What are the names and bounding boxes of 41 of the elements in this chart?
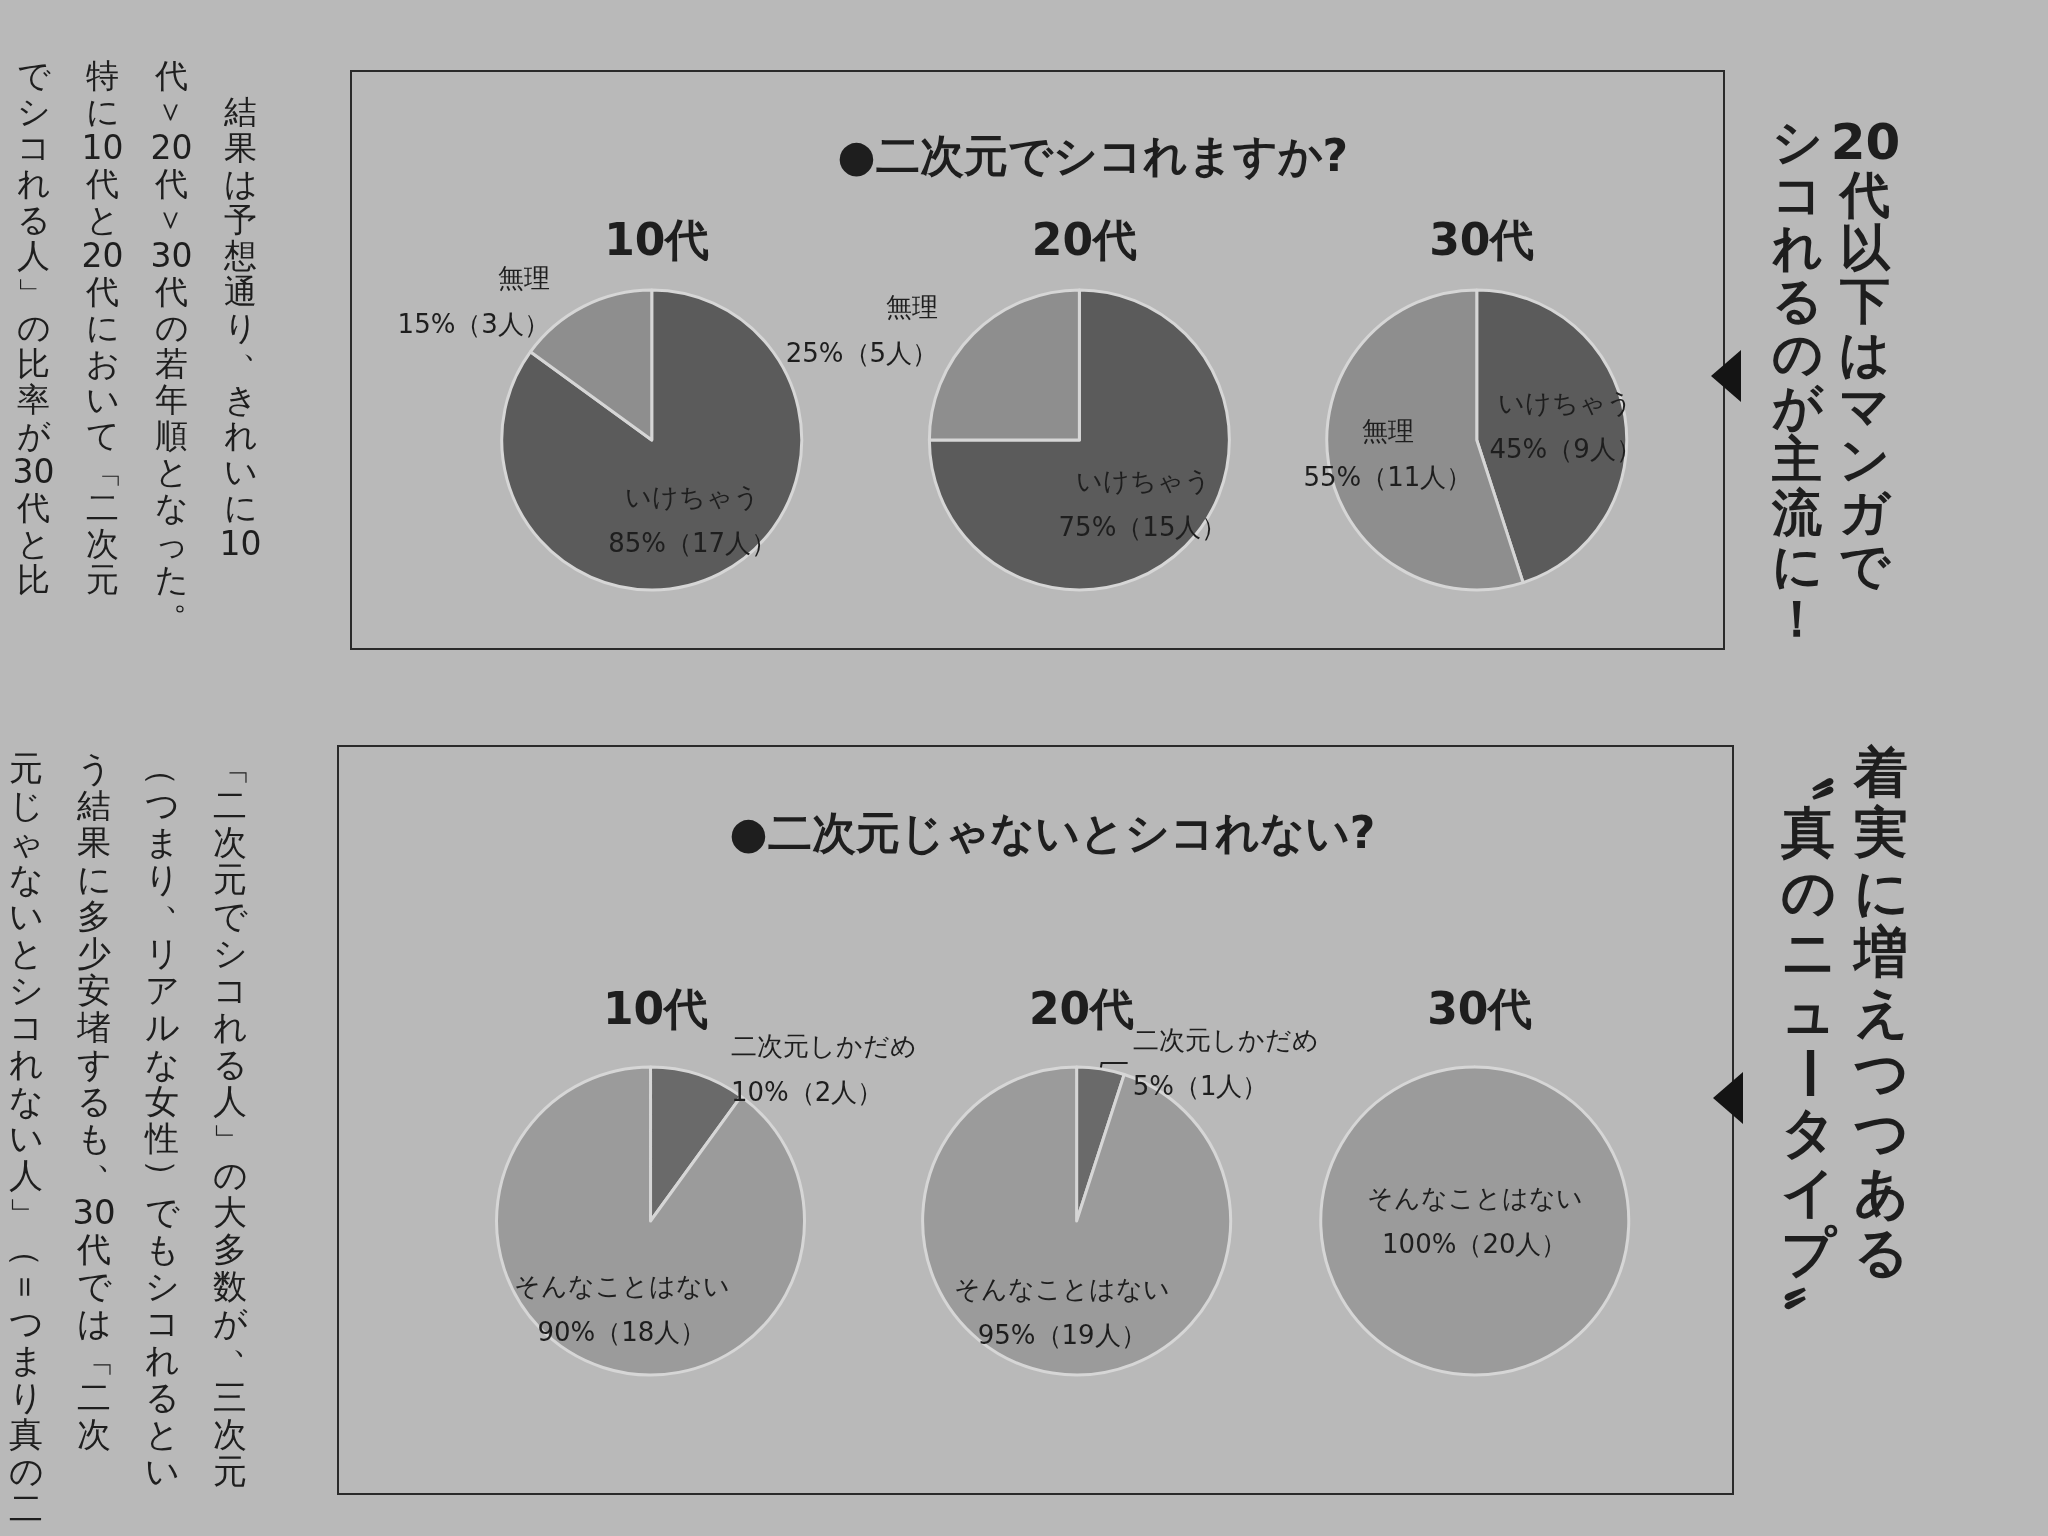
data-label: 45%（9人） bbox=[1489, 433, 1642, 464]
category-label: 二次元しかだめ bbox=[1132, 1024, 1319, 1055]
category-label: 無理 bbox=[1361, 416, 1414, 447]
category-label: そんなことはない bbox=[954, 1274, 1171, 1305]
text: 20代以下はマンガで bbox=[1830, 113, 1901, 595]
data-label: 90%（18人） bbox=[537, 1316, 707, 1347]
chart-title: ●二次元でシコれますか? bbox=[837, 129, 1349, 181]
slice-label: 10代 bbox=[602, 982, 709, 1034]
slice-label: いけちゃう bbox=[625, 482, 761, 513]
slice-label: 無理 bbox=[497, 263, 550, 293]
slice-label: そんなことはない bbox=[513, 1270, 730, 1301]
text: シコれるのが主流に！ bbox=[1771, 113, 1823, 648]
chart-title: ●二次元じゃないとシコれない? bbox=[729, 806, 1376, 858]
slice-label: 30代 bbox=[1429, 213, 1535, 265]
category-label: そんなことはない bbox=[1366, 1183, 1583, 1213]
data-label: 25%（5人） bbox=[785, 337, 939, 368]
text: 元じゃないとシコれない人」（＝つまり真の二 bbox=[6, 748, 47, 1528]
text: 着実に増えつつある bbox=[1853, 741, 1909, 1284]
slice-label: 10代 bbox=[604, 213, 710, 265]
text: 〝真のニュータイプ〟 bbox=[1777, 746, 1841, 1340]
data-label: 100%（20人） bbox=[1382, 1229, 1568, 1259]
text: 代＞20代＞30代の若年順となった。 bbox=[150, 56, 207, 617]
slice-label: 20代 bbox=[1031, 213, 1137, 265]
text: う結果に多少安堵するも、30代では「二次 bbox=[72, 748, 130, 1454]
text: でシコれる人」の比率が30代と比 bbox=[12, 56, 55, 599]
category-label: いけちゃう bbox=[1075, 465, 1211, 496]
category-label: 無理 bbox=[886, 291, 939, 322]
text: 特に10代と20代において「二次元 bbox=[81, 56, 124, 599]
text: 結果は予想通り、きれいに10 bbox=[219, 92, 276, 563]
data-label: 5%（1人） bbox=[1132, 1070, 1269, 1101]
slice-label: 30代 bbox=[1427, 982, 1533, 1034]
slice-label: 二次元しかだめ bbox=[730, 1030, 917, 1061]
data-label: 75%（15人） bbox=[1058, 511, 1228, 542]
data-label: 85%（17人） bbox=[608, 528, 778, 559]
data-label: 95%（19人） bbox=[977, 1320, 1147, 1351]
text: （つまり、リアルな女性）でもシコれるとい bbox=[142, 751, 198, 1491]
slice-label: 20代 bbox=[1029, 982, 1135, 1034]
text: 「二次元でシコれる人」の大多数が、三次元 bbox=[210, 751, 266, 1491]
data-label: 10%（2人） bbox=[730, 1076, 884, 1107]
data-label: 15%（3人） bbox=[397, 309, 550, 339]
data-label: 55%（11人） bbox=[1303, 462, 1473, 493]
